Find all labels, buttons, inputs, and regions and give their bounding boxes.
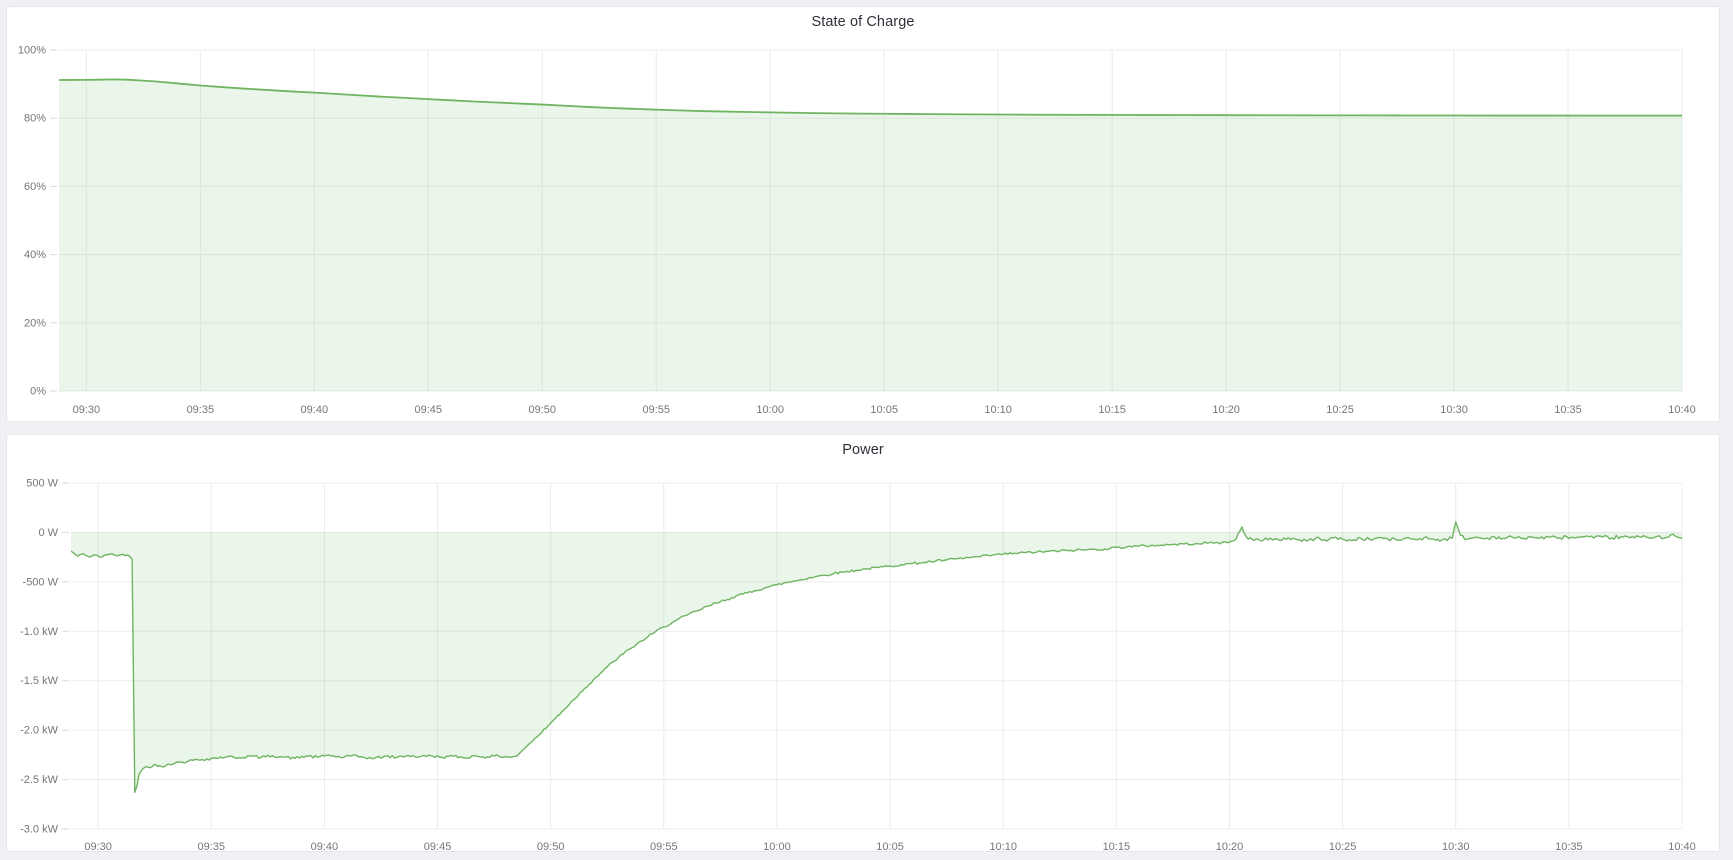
x-axis-label: 10:15: [1098, 404, 1126, 416]
x-axis-label: 10:00: [763, 841, 791, 851]
y-axis-label: 500 W: [26, 478, 58, 490]
y-axis-label: -2.0 kW: [20, 725, 59, 737]
y-axis-label: -500 W: [23, 576, 59, 588]
y-axis-label: 60%: [24, 181, 46, 193]
y-axis-label: -3.0 kW: [20, 824, 59, 836]
x-axis-label: 10:30: [1440, 404, 1468, 416]
x-axis-label: 09:45: [415, 404, 443, 416]
x-axis-label: 09:55: [642, 404, 670, 416]
x-axis-label: 10:05: [876, 841, 904, 851]
x-axis-label: 10:25: [1326, 404, 1354, 416]
x-axis-label: 10:10: [989, 841, 1017, 851]
x-axis-label: 10:00: [756, 404, 784, 416]
x-axis-label: 10:15: [1103, 841, 1131, 851]
series-line: [59, 78, 1682, 117]
x-axis-label: 10:10: [984, 404, 1012, 416]
panel-title-state-of-charge[interactable]: State of Charge: [811, 14, 915, 30]
x-axis-label: 09:45: [424, 841, 452, 851]
power-panel: Power 500 W 0 W -500 W -1.0 kW -1.5 kW -2.0 k…: [6, 434, 1720, 852]
y-axis-label: -1.5 kW: [20, 675, 59, 687]
x-axis-label: 09:35: [187, 404, 215, 416]
x-axis-label: 09:30: [73, 404, 101, 416]
series-area: [59, 79, 1682, 391]
x-axis-label: 09:30: [84, 841, 112, 851]
x-axis-label: 10:40: [1668, 841, 1696, 851]
y-axis-label: 20%: [24, 317, 46, 329]
x-axis-label: 10:35: [1555, 841, 1583, 851]
series-line: [71, 521, 1682, 794]
x-axis-label: 10:25: [1329, 841, 1357, 851]
x-axis-label: 09:55: [650, 841, 678, 851]
x-axis-label: 10:40: [1668, 404, 1696, 416]
state-of-charge-chart[interactable]: 0% 20% 40% 60% 80% 100% 09:30 09:35 09:40 09:45 09…: [7, 7, 1719, 421]
y-axis-label: 0%: [30, 386, 46, 398]
x-axis-label: 10:05: [870, 404, 898, 416]
x-axis-label: 09:40: [311, 841, 339, 851]
y-axis-label: 100%: [18, 45, 46, 57]
x-axis-label: 09:50: [537, 841, 565, 851]
y-axis-label: -1.0 kW: [20, 626, 59, 638]
x-axis-label: 09:35: [198, 841, 226, 851]
x-axis-label: 10:35: [1554, 404, 1582, 416]
x-axis-label: 10:20: [1216, 841, 1244, 851]
x-axis-label: 10:30: [1442, 841, 1470, 851]
x-axis-label: 09:40: [301, 404, 329, 416]
y-axis-label: 0 W: [38, 527, 58, 539]
x-axis-label: 09:50: [528, 404, 556, 416]
y-axis-label: 40%: [24, 249, 46, 261]
power-chart[interactable]: 500 W 0 W -500 W -1.0 kW -1.5 kW -2.0 kW -2.5 …: [7, 435, 1719, 852]
x-axis-label: 10:20: [1212, 404, 1240, 416]
panel-title-power[interactable]: Power: [842, 442, 884, 458]
state-of-charge-panel: State of Charge 0% 20% 40% 60% 80% 100% 09:30 0…: [6, 6, 1720, 422]
y-axis-label: -2.5 kW: [20, 774, 59, 786]
y-axis-label: 80%: [24, 113, 46, 125]
series-area: [71, 522, 1682, 793]
